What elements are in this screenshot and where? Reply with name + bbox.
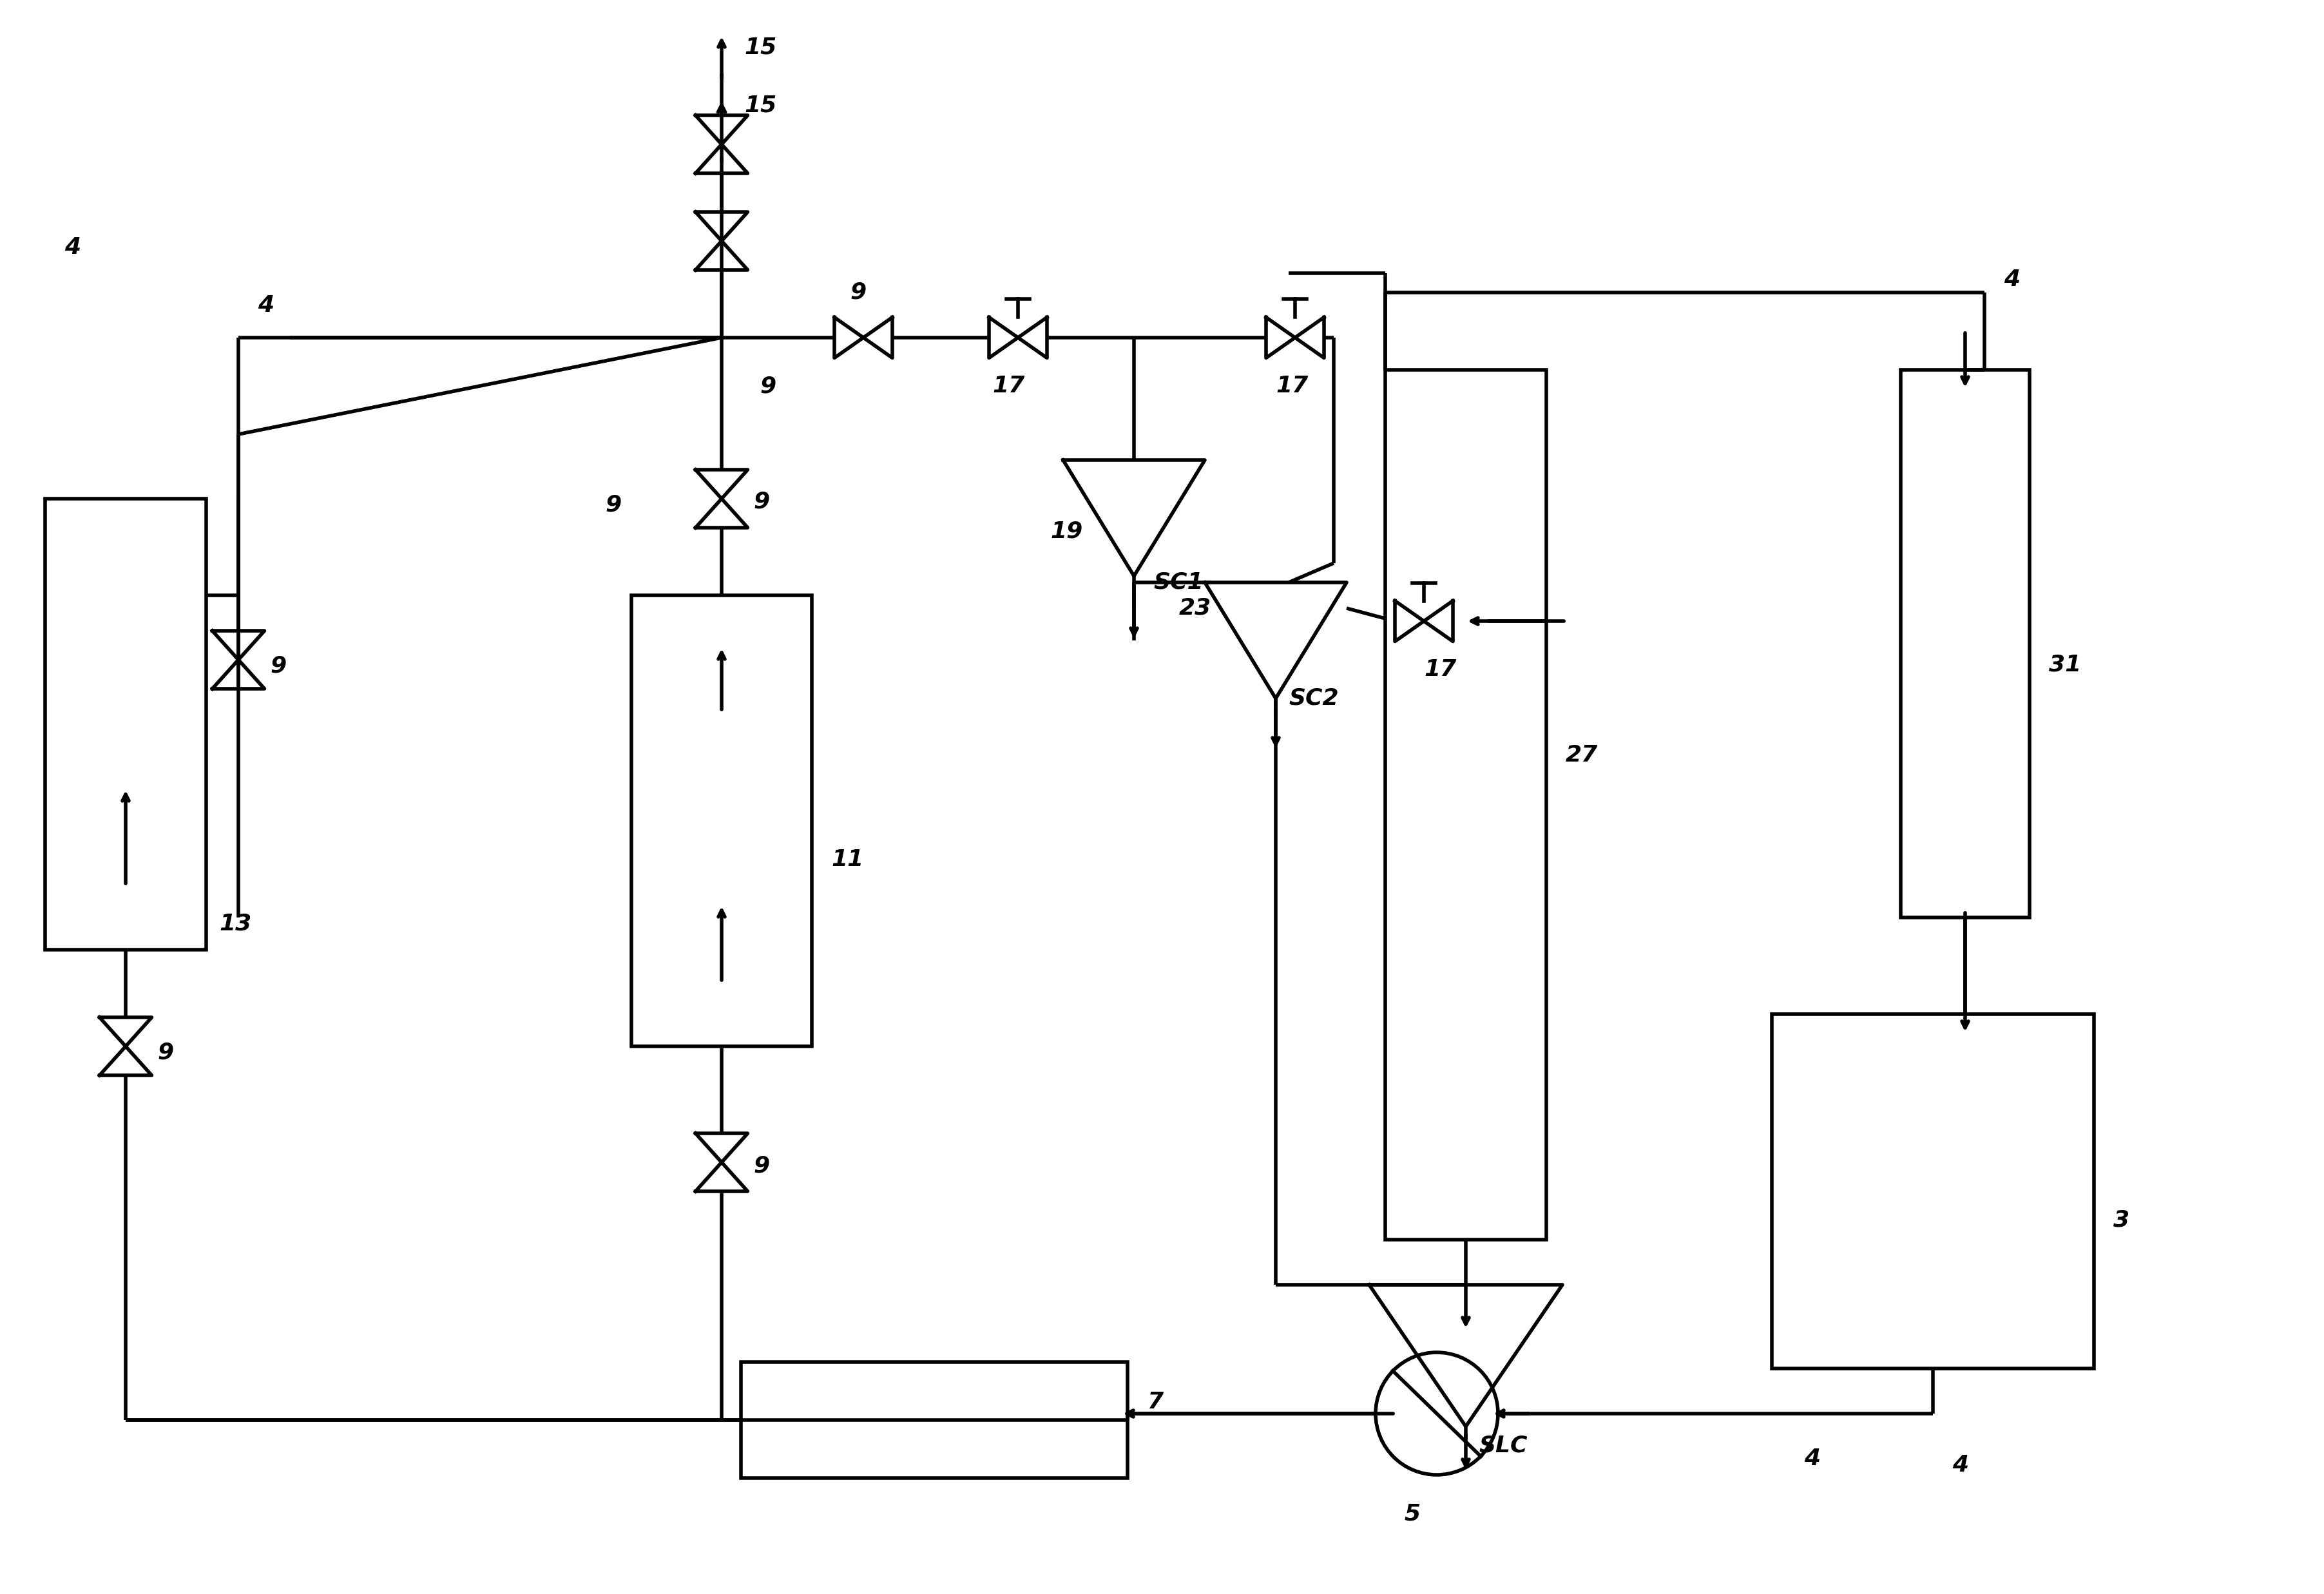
Text: SC2: SC2 — [1287, 687, 1339, 709]
Text: 15: 15 — [744, 37, 776, 59]
Text: 9: 9 — [158, 1042, 174, 1063]
Bar — [741, 1361, 1127, 1478]
Bar — [44, 499, 207, 950]
Text: 9: 9 — [270, 655, 286, 677]
Text: 5: 5 — [1404, 1503, 1420, 1524]
Text: 9: 9 — [753, 1154, 769, 1176]
Text: 4: 4 — [1803, 1447, 1820, 1470]
Text: 3: 3 — [2113, 1210, 2129, 1231]
Text: SC1: SC1 — [1153, 572, 1204, 593]
Text: 13: 13 — [218, 913, 251, 934]
Bar — [632, 595, 811, 1046]
Text: 15: 15 — [744, 94, 776, 116]
Text: 4: 4 — [2003, 269, 2020, 290]
Text: 23: 23 — [1178, 598, 1211, 618]
Bar — [1901, 370, 2029, 918]
Text: 9: 9 — [760, 375, 776, 397]
Text: 11: 11 — [832, 848, 865, 870]
Text: 17: 17 — [1425, 658, 1457, 681]
Text: 17: 17 — [1276, 375, 1308, 397]
Text: 9: 9 — [607, 494, 623, 516]
Text: 4: 4 — [65, 236, 81, 258]
Text: 17: 17 — [992, 375, 1025, 397]
Bar — [1385, 370, 1545, 1240]
Bar — [1771, 1014, 2094, 1369]
Text: 31: 31 — [2050, 654, 2082, 676]
Text: 9: 9 — [753, 491, 769, 513]
Text: 4: 4 — [258, 295, 274, 316]
Text: SLC: SLC — [1478, 1435, 1527, 1457]
Text: 4: 4 — [1952, 1454, 1968, 1476]
Text: 19: 19 — [1050, 520, 1083, 542]
Text: 27: 27 — [1566, 744, 1599, 765]
Text: 9: 9 — [851, 282, 867, 303]
Text: 7: 7 — [1146, 1392, 1162, 1412]
